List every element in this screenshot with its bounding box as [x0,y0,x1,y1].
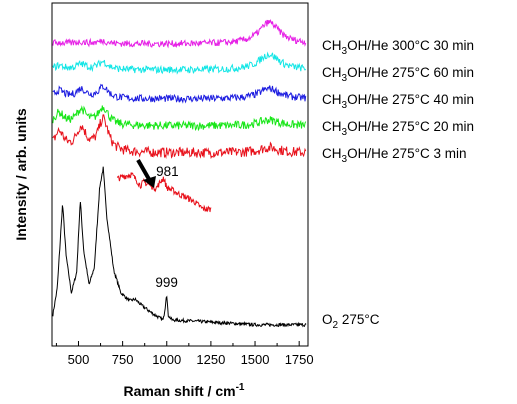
series-line-1 [52,114,307,160]
x-axis: 500 750 1000 1250 1500 1750 [55,341,314,367]
series-line-2 [52,105,307,132]
x-tick-label-0: 500 [68,352,90,367]
legend-label-0-subscript: 2 [333,320,339,331]
legend-label-2-rest: OH/He 275°C 20 min [347,119,474,134]
x-tick-label-3: 1250 [196,352,225,367]
x-tick-label-2: 1000 [152,352,181,367]
legend-label-5-subscript: 3 [342,46,348,57]
inset-zoom-line [116,172,212,213]
peak-label-981: 981 [156,164,179,179]
legend-label-1: CH3OH/He 275°C 3 min [322,146,467,165]
legend-label-3-rest: OH/He 275°C 40 min [347,92,474,107]
legend-label-4-base: CH [322,65,342,80]
legend-label-2-subscript: 3 [342,127,348,138]
legend-label-3: CH3OH/He 275°C 40 min [322,92,474,111]
peak-label-999: 999 [155,275,178,290]
x-axis-title: Raman shift / cm-1 [124,382,245,399]
legend-label-2: CH3OH/He 275°C 20 min [322,119,474,138]
y-axis-title: Intensity / arb. units [13,108,29,240]
annotation-group: 999 981 [136,159,179,290]
legend-label-4-rest: OH/He 275°C 60 min [347,65,474,80]
x-tick-label-1: 750 [112,352,134,367]
legend-label-0: O2 275°C [322,312,380,331]
trace-group [52,19,307,328]
legend-label-1-rest: OH/He 275°C 3 min [347,146,466,161]
series-line-3 [52,83,307,104]
zoom-arrow-head [143,176,156,188]
legend-label-1-subscript: 3 [342,154,348,165]
x-tick-label-4: 1500 [241,352,270,367]
legend-label-1-base: CH [322,146,342,161]
legend-label-5-base: CH [322,38,342,53]
x-axis-title-sup: -1 [236,382,245,393]
legend-label-0-base: O [322,312,333,327]
legend-label-3-base: CH [322,92,342,107]
x-tick-label-5: 1750 [285,352,314,367]
series-line-5 [52,19,307,49]
legend-label-4-subscript: 3 [342,73,348,84]
legend-label-3-subscript: 3 [342,100,348,111]
legend-label-0-rest: 275°C [338,312,380,327]
legend-label-4: CH3OH/He 275°C 60 min [322,65,474,84]
zoom-arrow-shaft [136,159,152,182]
plot-frame [51,2,309,347]
legend-label-5: CH3OH/He 300°C 30 min [322,38,474,57]
series-line-0 [52,166,307,328]
series-line-4 [52,51,307,75]
legend-label-2-base: CH [322,119,342,134]
x-axis-title-main: Raman shift / cm [124,383,236,399]
legend-label-5-rest: OH/He 300°C 30 min [347,38,474,53]
